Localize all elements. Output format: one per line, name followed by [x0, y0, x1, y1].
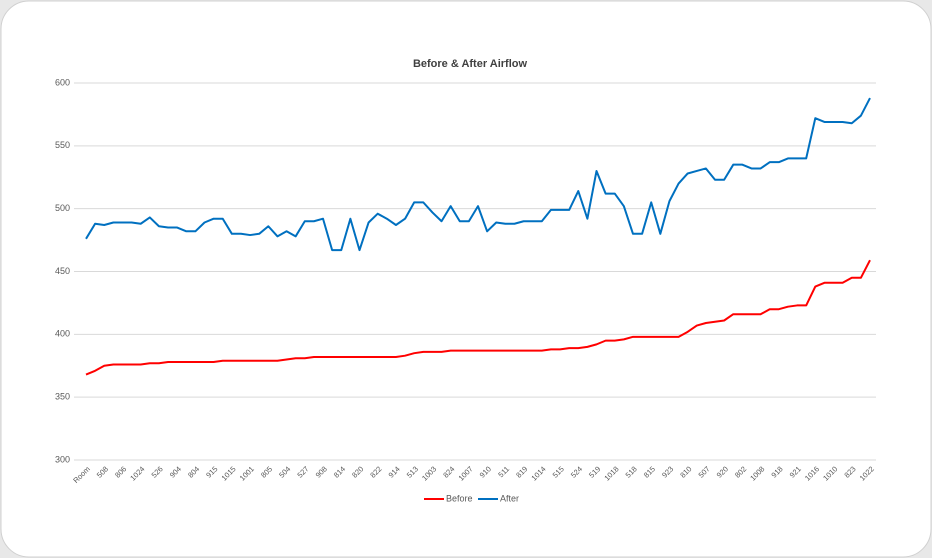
y-tick-label: 450	[55, 266, 70, 276]
legend-label: Before	[446, 493, 473, 503]
data-line	[85, 97, 871, 252]
y-tick-label: 550	[55, 140, 70, 150]
y-tick-label: 300	[55, 454, 70, 464]
y-tick-label: 600	[55, 77, 70, 87]
legend-label: After	[500, 493, 519, 503]
chart-title: Before & After Airflow	[413, 58, 528, 70]
y-tick-label: 400	[55, 329, 70, 339]
y-tick-label: 350	[55, 392, 70, 402]
y-tick-label: 500	[55, 203, 70, 213]
data-line	[85, 259, 871, 376]
